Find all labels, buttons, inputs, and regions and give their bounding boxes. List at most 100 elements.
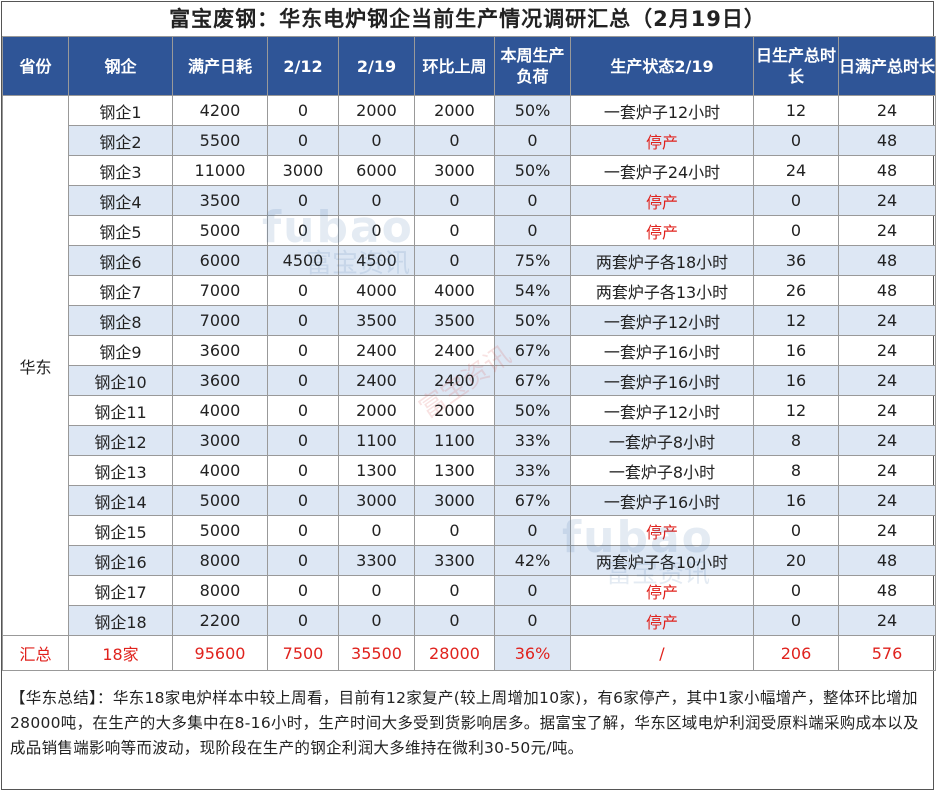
table-row: 钢企8 7000 0 3500 3500 50% 一套炉子12小时 12 24 bbox=[3, 305, 936, 336]
status: 一套炉子8小时 bbox=[570, 455, 754, 486]
col-week-change: 环比上周 bbox=[414, 36, 495, 96]
total-hours: 206 bbox=[753, 635, 839, 671]
daily-hours: 26 bbox=[753, 275, 839, 306]
total-change: 28000 bbox=[414, 635, 495, 671]
total-full: 95600 bbox=[172, 635, 268, 671]
production-table: 省份 钢企 满产日耗 2/12 2/19 环比上周 本周生产负荷 生产状态2/1… bbox=[2, 36, 936, 671]
value-0212: 0 bbox=[267, 545, 339, 576]
daily-hours: 8 bbox=[753, 455, 839, 486]
table-row: 钢企3 11000 3000 6000 3000 50% 一套炉子24小时 24 48 bbox=[3, 155, 936, 186]
load: 67% bbox=[494, 365, 571, 396]
mill-name: 钢企5 bbox=[68, 215, 173, 246]
daily-hours: 20 bbox=[753, 545, 839, 576]
full-hours: 24 bbox=[838, 335, 936, 366]
daily-hours: 12 bbox=[753, 395, 839, 426]
value-0212: 0 bbox=[267, 605, 339, 636]
mill-name: 钢企7 bbox=[68, 275, 173, 306]
daily-hours: 12 bbox=[753, 305, 839, 336]
mill-name: 钢企10 bbox=[68, 365, 173, 396]
load: 0 bbox=[494, 215, 571, 246]
full-daily: 4000 bbox=[172, 455, 268, 486]
status: 停产 bbox=[570, 575, 754, 606]
mill-name: 钢企11 bbox=[68, 395, 173, 426]
full-daily: 5000 bbox=[172, 215, 268, 246]
value-0212: 0 bbox=[267, 335, 339, 366]
value-0212: 0 bbox=[267, 215, 339, 246]
mill-name: 钢企2 bbox=[68, 125, 173, 156]
week-change: 0 bbox=[414, 575, 495, 606]
week-change: 0 bbox=[414, 125, 495, 156]
week-change: 0 bbox=[414, 185, 495, 216]
load: 67% bbox=[494, 485, 571, 516]
load: 42% bbox=[494, 545, 571, 576]
week-change: 4000 bbox=[414, 275, 495, 306]
province-cell: 华东 bbox=[2, 95, 69, 636]
value-0212: 3000 bbox=[267, 155, 339, 186]
full-hours: 24 bbox=[838, 395, 936, 426]
mill-name: 钢企14 bbox=[68, 485, 173, 516]
full-hours: 24 bbox=[838, 485, 936, 516]
full-daily: 8000 bbox=[172, 575, 268, 606]
status: 停产 bbox=[570, 125, 754, 156]
col-0212: 2/12 bbox=[267, 36, 339, 96]
full-hours: 48 bbox=[838, 575, 936, 606]
col-status: 生产状态2/19 bbox=[570, 36, 754, 96]
status: 一套炉子16小时 bbox=[570, 365, 754, 396]
table-row: 钢企6 6000 4500 4500 0 75% 两套炉子各18小时 36 48 bbox=[3, 245, 936, 276]
value-0212: 0 bbox=[267, 455, 339, 486]
value-0212: 0 bbox=[267, 575, 339, 606]
load: 0 bbox=[494, 605, 571, 636]
status: 一套炉子12小时 bbox=[570, 395, 754, 426]
value-0219: 3500 bbox=[338, 305, 415, 336]
col-full-hours: 日满产总时长 bbox=[838, 36, 936, 96]
load: 54% bbox=[494, 275, 571, 306]
value-0219: 6000 bbox=[338, 155, 415, 186]
mill-name: 钢企16 bbox=[68, 545, 173, 576]
full-hours: 24 bbox=[838, 365, 936, 396]
value-0212: 0 bbox=[267, 425, 339, 456]
header-row: 省份 钢企 满产日耗 2/12 2/19 环比上周 本周生产负荷 生产状态2/1… bbox=[2, 36, 936, 96]
value-0212: 0 bbox=[267, 185, 339, 216]
table-row: 钢企14 5000 0 3000 3000 67% 一套炉子16小时 16 24 bbox=[3, 485, 936, 516]
status: 一套炉子12小时 bbox=[570, 95, 754, 126]
week-change: 0 bbox=[414, 515, 495, 546]
week-change: 3500 bbox=[414, 305, 495, 336]
week-change: 1100 bbox=[414, 425, 495, 456]
daily-hours: 24 bbox=[753, 155, 839, 186]
week-change: 2400 bbox=[414, 365, 495, 396]
full-daily: 8000 bbox=[172, 545, 268, 576]
load: 50% bbox=[494, 305, 571, 336]
value-0212: 4500 bbox=[267, 245, 339, 276]
load: 33% bbox=[494, 455, 571, 486]
status: 一套炉子12小时 bbox=[570, 305, 754, 336]
daily-hours: 36 bbox=[753, 245, 839, 276]
full-hours: 24 bbox=[838, 455, 936, 486]
full-daily: 3600 bbox=[172, 365, 268, 396]
mill-name: 钢企9 bbox=[68, 335, 173, 366]
week-change: 2400 bbox=[414, 335, 495, 366]
full-daily: 3600 bbox=[172, 335, 268, 366]
week-change: 2000 bbox=[414, 395, 495, 426]
status: 两套炉子各13小时 bbox=[570, 275, 754, 306]
full-daily: 2200 bbox=[172, 605, 268, 636]
full-daily: 11000 bbox=[172, 155, 268, 186]
full-daily: 7000 bbox=[172, 275, 268, 306]
value-0219: 2000 bbox=[338, 395, 415, 426]
value-0219: 3000 bbox=[338, 485, 415, 516]
daily-hours: 12 bbox=[753, 95, 839, 126]
table-row: 钢企16 8000 0 3300 3300 42% 两套炉子各10小时 20 48 bbox=[3, 545, 936, 576]
full-daily: 5000 bbox=[172, 515, 268, 546]
value-0219: 1100 bbox=[338, 425, 415, 456]
week-change: 3000 bbox=[414, 155, 495, 186]
table-row: 华东 钢企1 4200 0 2000 2000 50% 一套炉子12小时 12 24 bbox=[2, 95, 936, 636]
week-change: 0 bbox=[414, 605, 495, 636]
daily-hours: 0 bbox=[753, 185, 839, 216]
total-name: 18家 bbox=[68, 635, 173, 671]
full-hours: 24 bbox=[838, 605, 936, 636]
total-full-hours: 576 bbox=[838, 635, 936, 671]
value-0219: 0 bbox=[338, 185, 415, 216]
value-0219: 1300 bbox=[338, 455, 415, 486]
full-daily: 5500 bbox=[172, 125, 268, 156]
load: 50% bbox=[494, 155, 571, 186]
daily-hours: 0 bbox=[753, 125, 839, 156]
